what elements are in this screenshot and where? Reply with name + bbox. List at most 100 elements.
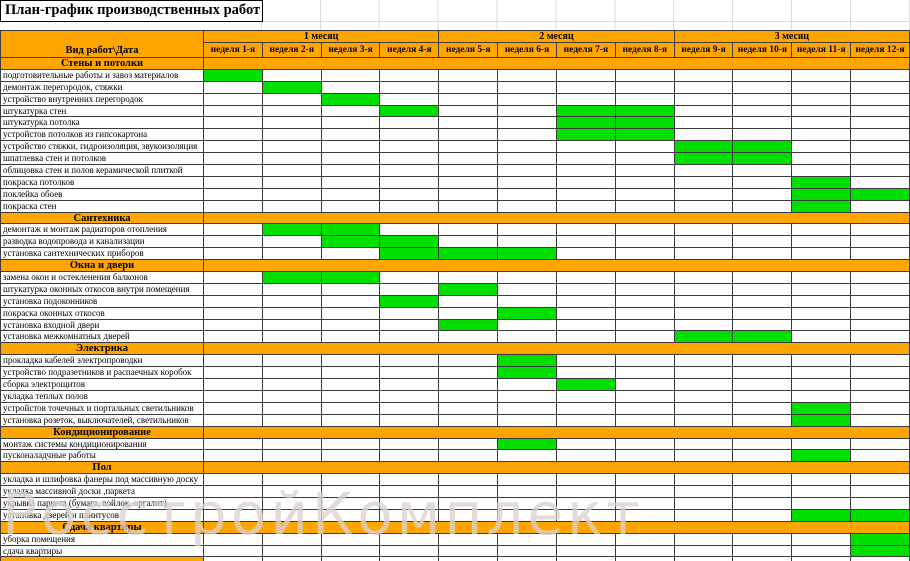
- gantt-cell[interactable]: [204, 188, 263, 201]
- gantt-cell[interactable]: [380, 69, 440, 82]
- week-header-cell[interactable]: неделя 4-я: [380, 43, 440, 58]
- gantt-cell[interactable]: [204, 474, 263, 487]
- gantt-cell[interactable]: [615, 355, 675, 368]
- gantt-cell[interactable]: [498, 307, 557, 320]
- gantt-cell[interactable]: [615, 129, 675, 142]
- gantt-cell[interactable]: [380, 331, 440, 344]
- gantt-cell[interactable]: [792, 545, 852, 558]
- gantt-cell[interactable]: [439, 283, 499, 296]
- gantt-cell[interactable]: [439, 545, 499, 558]
- gantt-cell[interactable]: [439, 93, 499, 106]
- gantt-cell[interactable]: [321, 200, 381, 213]
- task-name-cell[interactable]: прокладка кабелей электропроводки: [1, 355, 204, 368]
- gantt-cell[interactable]: [321, 450, 381, 463]
- gantt-cell[interactable]: [204, 331, 263, 344]
- gantt-cell[interactable]: [733, 93, 793, 106]
- gantt-cell[interactable]: [615, 331, 675, 344]
- week-header-cell[interactable]: неделя 6-я: [498, 43, 557, 58]
- gantt-cell[interactable]: [439, 188, 499, 201]
- gantt-cell[interactable]: [792, 474, 852, 487]
- gantt-cell[interactable]: [204, 200, 263, 213]
- gantt-cell[interactable]: [321, 224, 381, 237]
- gantt-cell[interactable]: [262, 117, 322, 130]
- gantt-cell[interactable]: [439, 438, 499, 451]
- task-name-cell[interactable]: пусконаладчные работы: [1, 450, 204, 463]
- gantt-cell[interactable]: [556, 165, 616, 177]
- task-name-cell[interactable]: подготовительные работы и завоз материал…: [1, 69, 204, 82]
- gantt-cell[interactable]: [615, 402, 675, 415]
- gantt-cell[interactable]: [615, 188, 675, 201]
- task-name-cell[interactable]: шпатлевка стен и потолков: [1, 153, 204, 166]
- gantt-cell[interactable]: [262, 165, 322, 177]
- gantt-cell[interactable]: [733, 474, 793, 487]
- gantt-cell[interactable]: [615, 153, 675, 166]
- gantt-cell[interactable]: [733, 307, 793, 320]
- gantt-cell[interactable]: [439, 450, 499, 463]
- gantt-cell[interactable]: [615, 390, 675, 403]
- gantt-cell[interactable]: [851, 450, 910, 463]
- gantt-cell[interactable]: [792, 248, 852, 261]
- gantt-cell[interactable]: [204, 224, 263, 237]
- gantt-cell[interactable]: [851, 379, 910, 391]
- task-name-cell[interactable]: демонтаж перегородок, стяжки: [1, 81, 204, 94]
- gantt-cell[interactable]: [321, 402, 381, 415]
- gantt-cell[interactable]: [615, 236, 675, 249]
- gantt-cell[interactable]: [851, 545, 910, 558]
- gantt-cell[interactable]: [439, 402, 499, 415]
- gantt-cell[interactable]: [204, 438, 263, 451]
- gantt-cell[interactable]: [674, 117, 734, 130]
- gantt-cell[interactable]: [733, 272, 793, 284]
- gantt-cell[interactable]: [674, 248, 734, 261]
- gantt-cell[interactable]: [380, 105, 440, 118]
- gantt-cell[interactable]: [556, 367, 616, 380]
- gantt-cell[interactable]: [498, 165, 557, 177]
- gantt-cell[interactable]: [851, 188, 910, 201]
- gantt-cell[interactable]: [792, 509, 852, 522]
- gantt-cell[interactable]: [498, 533, 557, 546]
- gantt-cell[interactable]: [556, 355, 616, 368]
- gantt-cell[interactable]: [615, 224, 675, 237]
- gantt-cell[interactable]: [380, 153, 440, 166]
- gantt-cell[interactable]: [733, 319, 793, 332]
- gantt-cell[interactable]: [556, 414, 616, 427]
- gantt-cell[interactable]: [851, 272, 910, 284]
- gantt-cell[interactable]: [321, 141, 381, 154]
- gantt-cell[interactable]: [851, 367, 910, 380]
- task-name-cell[interactable]: установка розеток, выключателей, светиль…: [1, 414, 204, 427]
- section-header-cell[interactable]: Сантехника: [1, 212, 204, 225]
- task-name-cell[interactable]: разводка водопровода и канализации: [1, 236, 204, 249]
- gantt-cell[interactable]: [204, 533, 263, 546]
- gantt-cell[interactable]: [851, 307, 910, 320]
- gantt-cell[interactable]: [321, 497, 381, 510]
- gantt-cell[interactable]: [851, 236, 910, 249]
- gantt-cell[interactable]: [851, 486, 910, 498]
- gantt-cell[interactable]: [674, 355, 734, 368]
- gantt-cell[interactable]: [204, 69, 263, 82]
- gantt-cell[interactable]: [262, 176, 322, 189]
- gantt-cell[interactable]: [851, 176, 910, 189]
- gantt-cell[interactable]: [322, 557, 381, 561]
- gantt-cell[interactable]: [380, 486, 440, 498]
- gantt-cell[interactable]: [615, 474, 675, 487]
- gantt-cell[interactable]: [204, 367, 263, 380]
- week-header-cell[interactable]: неделя 9-я: [674, 43, 734, 58]
- gantt-cell[interactable]: [439, 69, 499, 82]
- gantt-cell[interactable]: [792, 414, 852, 427]
- gantt-cell[interactable]: [262, 105, 322, 118]
- gantt-cell[interactable]: [733, 176, 793, 189]
- gantt-cell[interactable]: [556, 450, 616, 463]
- gantt-cell[interactable]: [674, 224, 734, 237]
- gantt-cell[interactable]: [262, 188, 322, 201]
- task-name-cell[interactable]: устройство подразетников и распаечных ко…: [1, 367, 204, 380]
- week-header-cell[interactable]: неделя 12-я: [851, 43, 910, 58]
- section-header-cell[interactable]: Электрика: [1, 343, 204, 356]
- gantt-cell[interactable]: [204, 450, 263, 463]
- gantt-cell[interactable]: [615, 248, 675, 261]
- gantt-cell[interactable]: [204, 497, 263, 510]
- gantt-cell[interactable]: [321, 545, 381, 558]
- gantt-cell[interactable]: [556, 117, 616, 130]
- gantt-cell[interactable]: [851, 81, 910, 94]
- gantt-cell[interactable]: [792, 307, 852, 320]
- gantt-cell[interactable]: [262, 355, 322, 368]
- corner-header-cell[interactable]: Вид работ\Дата: [1, 31, 204, 58]
